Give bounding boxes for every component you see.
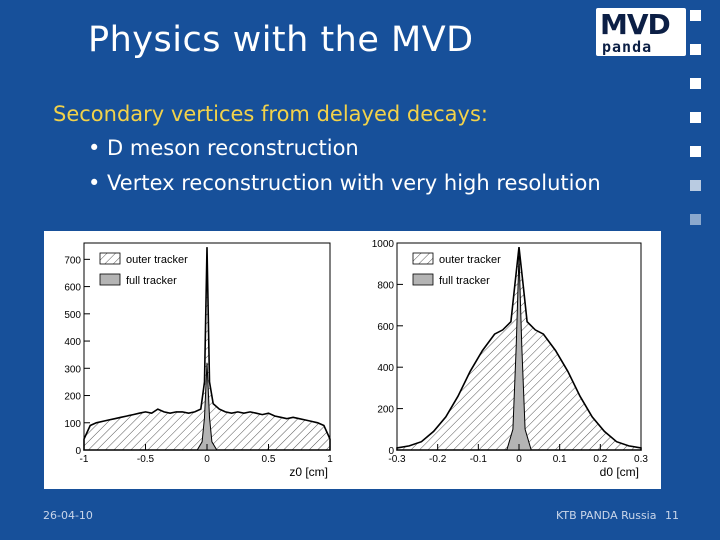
footer-date: 26-04-10 [43,509,93,522]
x-tick-label-0: -0.5 [137,454,155,465]
x-tick-label-0: 0 [204,454,210,465]
legend-swatch-1 [412,252,434,265]
square-icon [690,180,701,191]
legend-label-1: outer tracker [439,254,501,266]
logo-panda-text: panda [602,38,653,56]
y-tick-label-0: 600 [64,283,81,294]
footer-page-number: 11 [665,509,679,522]
square-icon [690,214,701,225]
y-tick-label-1: 0 [388,446,394,457]
y-tick-label-0: 700 [64,255,81,266]
x-tick-label-1: -0.1 [470,454,488,465]
square-icon [690,112,701,123]
chart-panel: 0 100 200 300 400 500 600 700 -1 -0.5 0 0.5 1 z0 [cm]… [44,231,661,489]
charts-svg: 0 100 200 300 400 500 600 700 -1 -0.5 0 0.5 1z0 [cm]… [64,239,648,479]
legend-label-1: full tracker [439,275,490,287]
legend-swatch-0 [99,252,121,265]
legend-swatch-1 [412,273,434,286]
y-tick-label-0: 0 [75,446,81,457]
square-icon [690,10,701,21]
x-tick-label-0: 0.5 [262,454,276,465]
y-tick-label-0: 400 [64,337,81,348]
y-tick-label-0: 100 [64,419,81,430]
series-full-tracker-1 [506,255,532,451]
x-tick-label-0: 1 [327,454,333,465]
square-icon [690,78,701,89]
x-tick-label-1: 0 [516,454,522,465]
x-tick-label-1: -0.2 [429,454,447,465]
bullet-item-d-meson: • D meson reconstruction [88,136,359,160]
x-tick-label-1: -0.3 [388,454,406,465]
y-tick-label-1: 600 [377,322,394,333]
y-tick-label-0: 200 [64,392,81,403]
y-tick-label-1: 200 [377,405,394,416]
bullet-item-vertex: • Vertex reconstruction with very high r… [88,171,601,195]
series-full-tracker-0 [196,362,218,451]
footer-source: KTB PANDA Russia [556,509,657,522]
x-tick-label-1: 0.2 [593,454,607,465]
legend-swatch-0 [99,273,121,286]
x-tick-label-0: -1 [80,454,89,465]
y-tick-label-1: 400 [377,363,394,374]
y-tick-label-0: 300 [64,364,81,375]
y-tick-label-1: 1000 [372,239,395,250]
legend-label-0: outer tracker [126,254,188,266]
y-tick-label-1: 800 [377,280,394,291]
x-axis-label-1: d0 [cm] [600,465,639,479]
mvd-panda-logo: MVD panda [596,8,686,56]
x-axis-label-0: z0 [cm] [289,465,328,479]
series-outer-tracker-0 [83,247,331,451]
subheading: Secondary vertices from delayed decays: [53,102,488,126]
logo-mvd-text: MVD [600,8,671,41]
y-tick-label-0: 500 [64,310,81,321]
x-tick-label-1: 0.3 [634,454,648,465]
slide-title: Physics with the MVD [88,20,474,60]
square-icon [690,44,701,55]
legend-label-0: full tracker [126,275,177,287]
square-icon [690,146,701,157]
x-tick-label-1: 0.1 [553,454,567,465]
decorative-squares [690,10,704,248]
